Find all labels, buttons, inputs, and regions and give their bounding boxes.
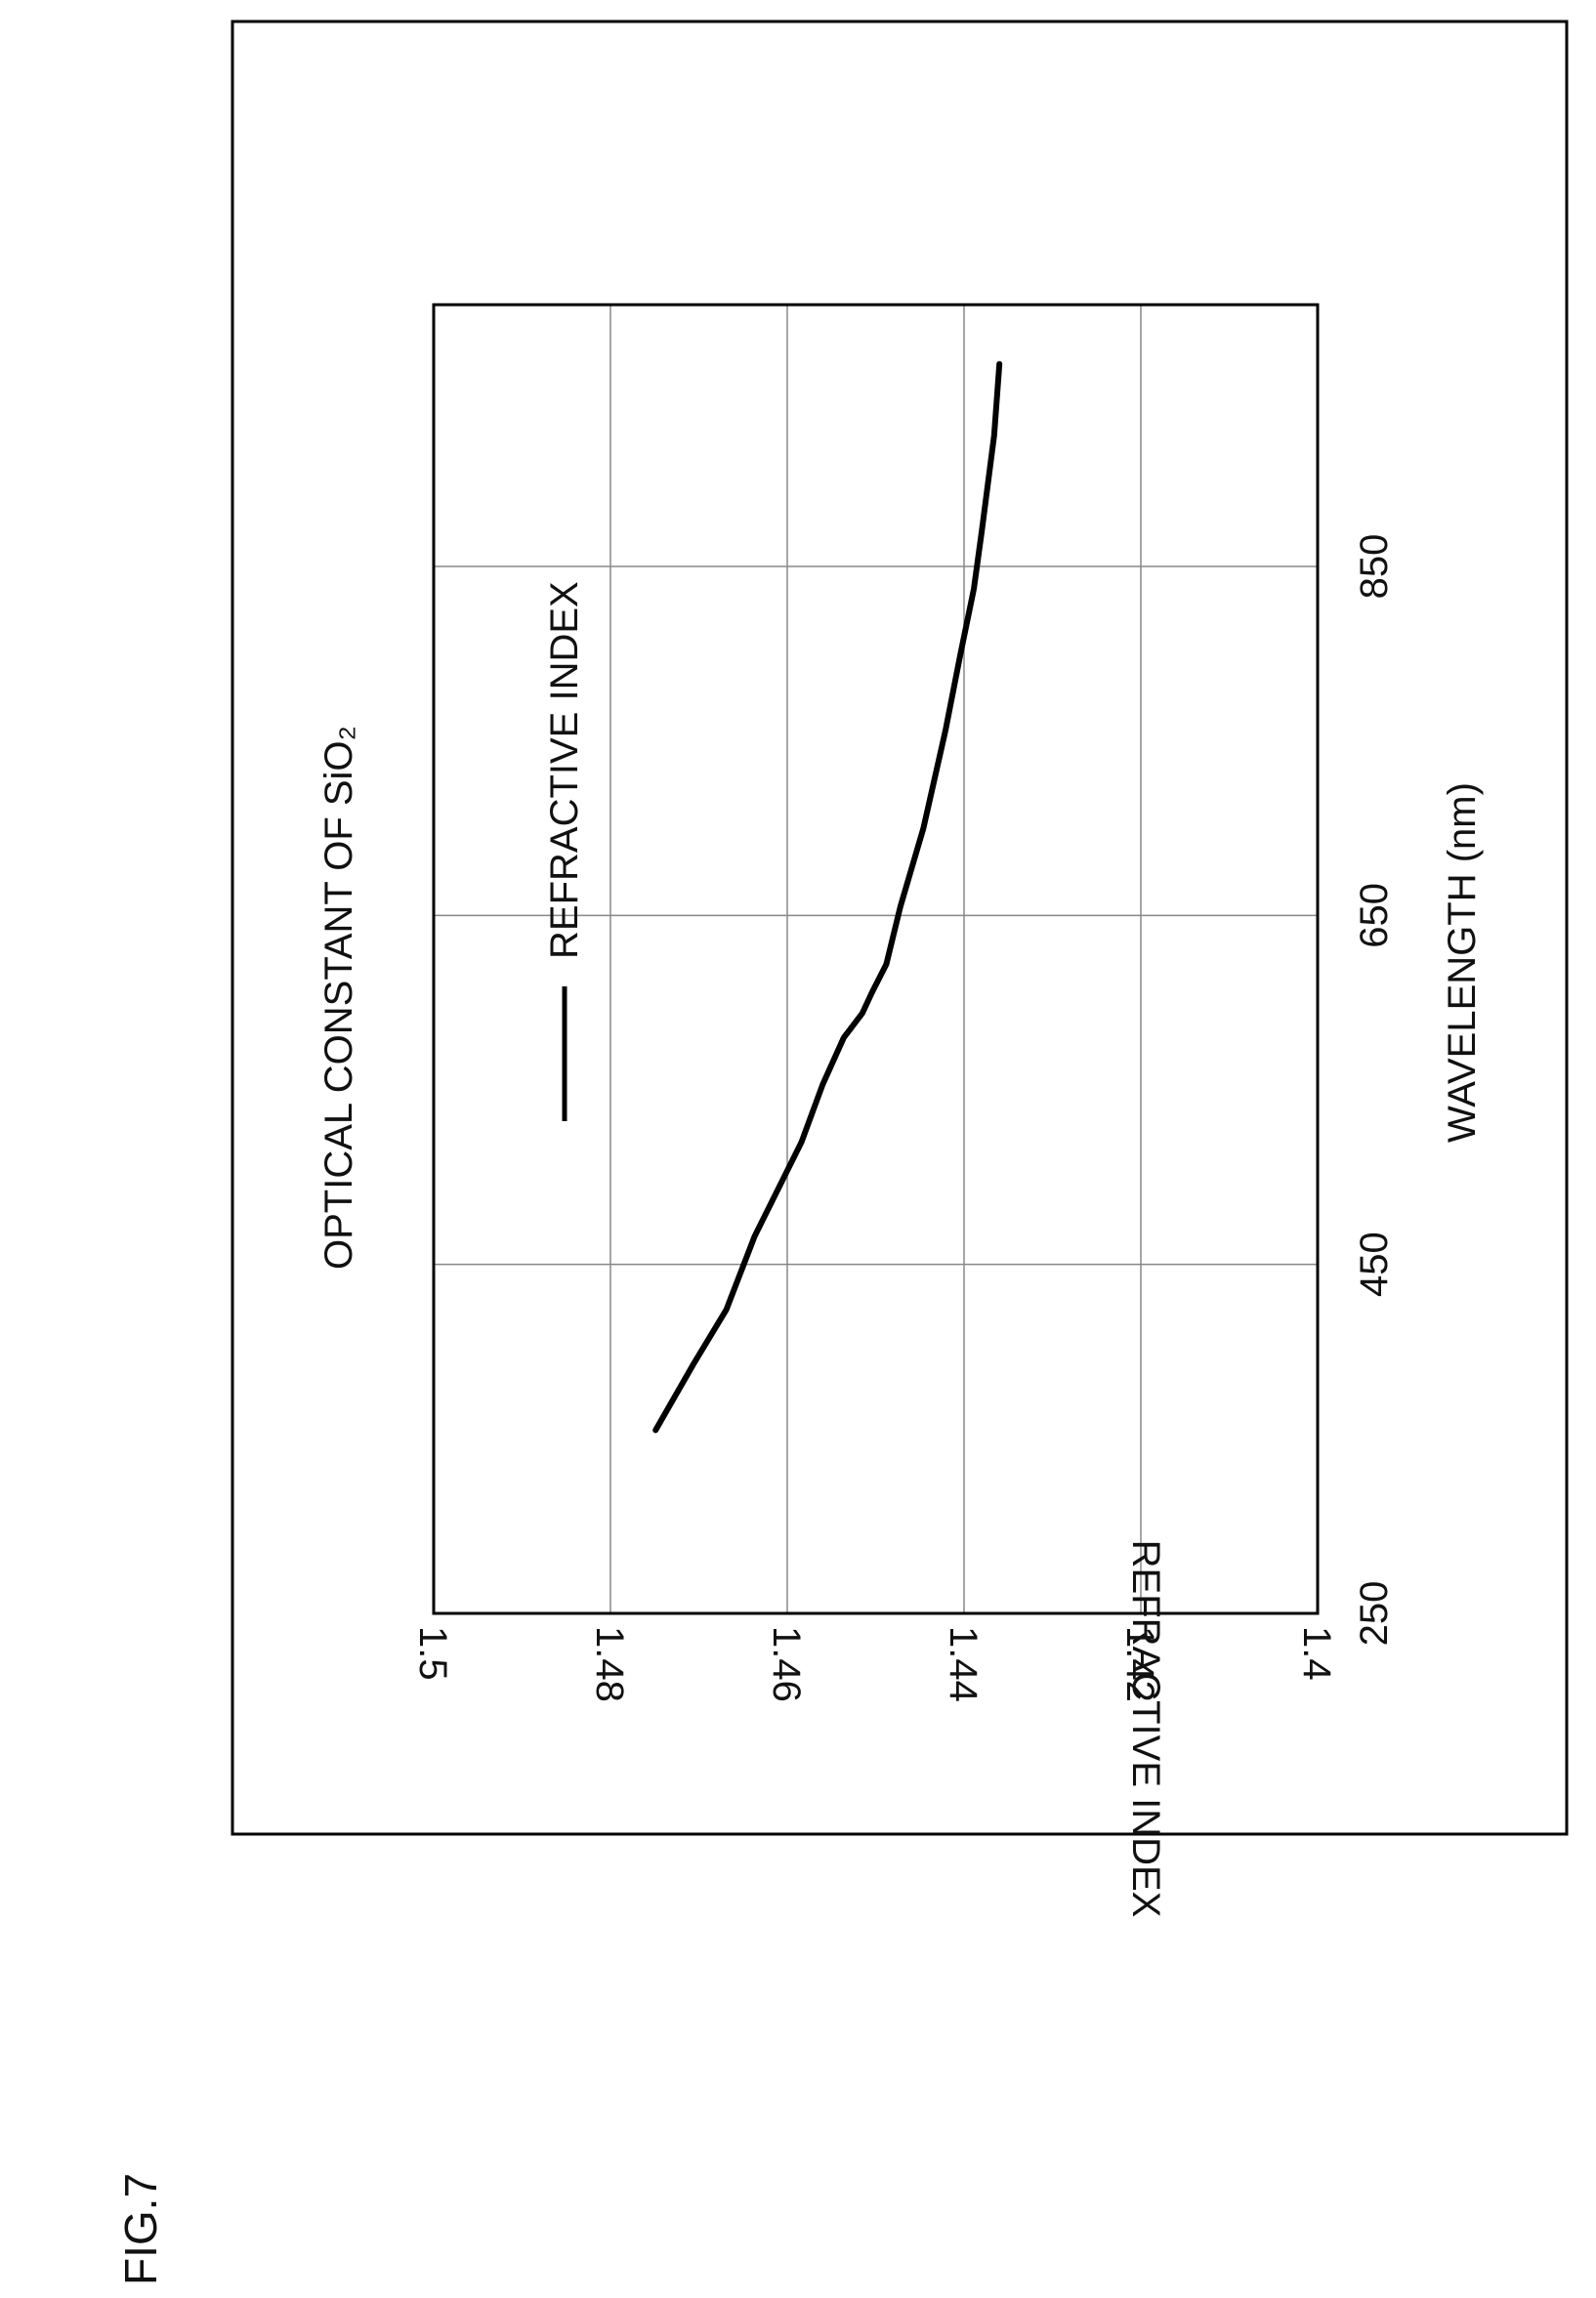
y-axis-label: REFRACTIVE INDEX	[1124, 1540, 1167, 1918]
x-tick-labels: 250 450 650 850	[1353, 534, 1396, 1647]
x-axis-label: WAVELENGTH (nm)	[1441, 782, 1484, 1143]
plot-area	[432, 303, 1320, 1615]
x-tick-label-2: 650	[1353, 883, 1396, 948]
y-tick-label-1: 1.42	[1118, 1626, 1161, 1702]
y-tick-label-4: 1.48	[588, 1626, 631, 1702]
outer-frame	[231, 20, 1569, 1836]
y-tick-label-3: 1.46	[765, 1626, 808, 1702]
figure-label: FIG.7	[115, 2173, 166, 2285]
x-tick-label-0: 250	[1353, 1581, 1396, 1647]
y-tick-label-0: 1.4	[1295, 1626, 1338, 1681]
y-tick-label-2: 1.44	[942, 1626, 985, 1702]
refractive-index-line	[652, 360, 1003, 1434]
plot-frame	[432, 303, 1320, 1615]
x-tick-label-1: 450	[1353, 1232, 1396, 1297]
x-tick-label-3: 850	[1353, 534, 1396, 600]
chart-title: OPTICAL CONSTANT OF SiO₂	[317, 726, 360, 1270]
y-tick-labels: 1.4 1.42 1.44 1.46 1.48 1.5	[411, 1626, 1338, 1702]
legend-label: REFRACTIVE INDEX	[543, 581, 586, 959]
y-tick-label-5: 1.5	[411, 1626, 454, 1681]
legend: REFRACTIVE INDEX	[543, 581, 586, 1121]
